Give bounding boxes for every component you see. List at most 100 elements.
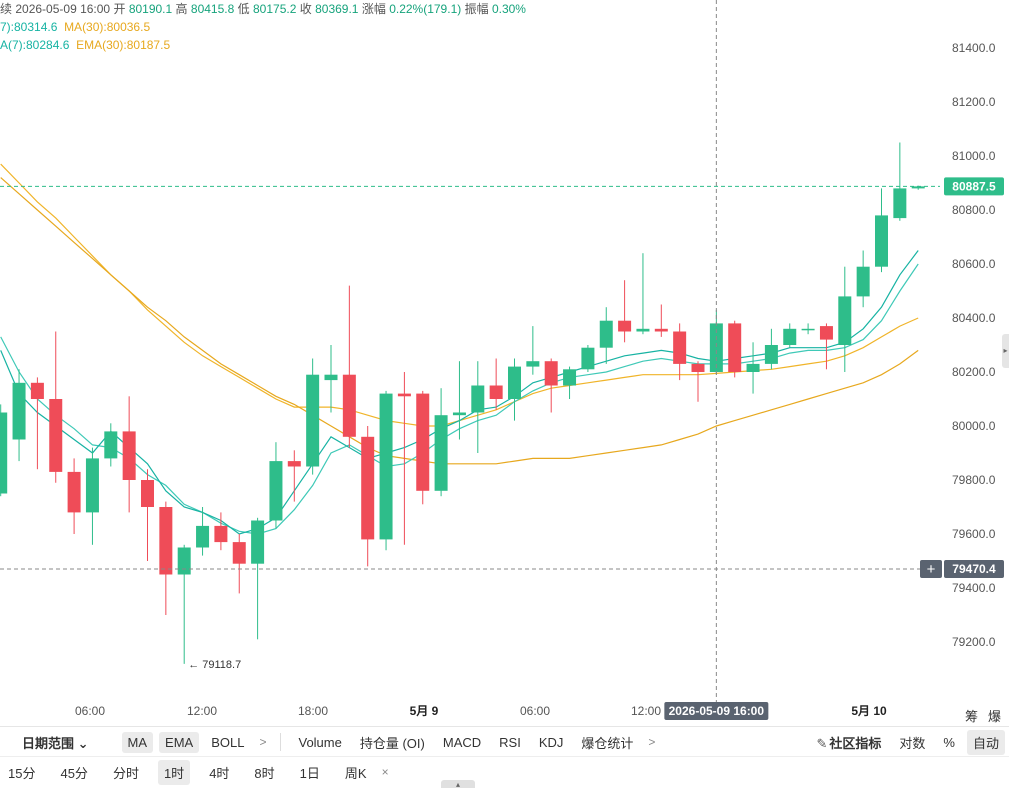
candle-down: [287, 450, 301, 502]
ma-button[interactable]: MA: [121, 731, 154, 753]
candle-up: [856, 250, 870, 308]
current-price-label: 80887.5: [952, 179, 996, 193]
candle-up: [636, 253, 650, 335]
boll-button[interactable]: BOLL: [211, 734, 245, 750]
volume-button[interactable]: Volume: [298, 734, 342, 750]
candle-body: [563, 369, 577, 386]
candle-body: [819, 326, 833, 340]
candle-down: [416, 390, 430, 505]
chevron-right-icon[interactable]: >: [259, 735, 267, 749]
auto-scale-button[interactable]: 自动: [966, 729, 1005, 755]
candle-body: [177, 547, 191, 575]
interval-1h[interactable]: 1时: [157, 759, 191, 785]
candle-body: [49, 399, 63, 472]
price-tick-label: 81400.0: [952, 41, 996, 55]
candle-body: [544, 361, 558, 386]
time-tick-label: 5月 10: [851, 704, 887, 718]
ma30-value: MA(30):80036.5: [64, 20, 151, 34]
candle-body: [141, 480, 154, 507]
candle-body: [875, 215, 888, 267]
candlestick-chart[interactable]: 81400.0 81200.0 81000.0 80800.0 80600.0 80400…: [0, 0, 1009, 726]
candle-down: [489, 358, 503, 410]
kdj-button[interactable]: KDJ: [538, 734, 564, 750]
candle-body: [636, 328, 650, 332]
candle-up: [893, 142, 907, 221]
candle-up: [379, 390, 393, 551]
interval-timeline[interactable]: 分时: [112, 765, 139, 781]
candle-body: [214, 525, 228, 543]
candle-body: [783, 328, 797, 345]
candle-body: [434, 415, 448, 491]
candle-body: [599, 320, 613, 348]
candle-body: [306, 374, 320, 467]
interval-45m[interactable]: 45分: [60, 765, 88, 781]
log-scale-button[interactable]: 对数: [899, 735, 926, 751]
candle-up: [508, 358, 521, 421]
candle-body: [452, 412, 466, 416]
candle-up: [764, 328, 778, 370]
candle-body: [379, 393, 393, 540]
candle-up: [875, 188, 888, 273]
ema-button[interactable]: EMA: [159, 731, 200, 753]
candle-up: [434, 388, 448, 497]
open-interest-button[interactable]: 持仓量 (OI): [359, 735, 425, 751]
candle-up: [563, 366, 577, 399]
divider: [280, 733, 282, 751]
chevron-up-icon: ▴: [455, 780, 460, 789]
close-value: 80369.1: [315, 2, 359, 16]
change-value: 0.22%(179.1): [389, 2, 462, 16]
candle-body: [30, 382, 44, 399]
candle-up: [709, 309, 723, 375]
time-tick-label: 18:00: [298, 704, 328, 718]
date-range-label: 日期范围: [22, 735, 75, 751]
burst-button[interactable]: 爆: [988, 709, 1002, 724]
amplitude-label: 振幅: [464, 2, 489, 16]
indicator-toolbar: 日期范围 ⌄ MA EMA BOLL > Volume 持仓量 (OI) MAC…: [0, 726, 1009, 757]
candle-up: [306, 358, 320, 475]
plus-icon[interactable]: +: [927, 561, 936, 578]
candle-down: [819, 323, 833, 370]
community-indicators-button[interactable]: ✎ 社区指标: [810, 730, 887, 755]
add-alert-button[interactable]: [920, 559, 942, 578]
candle-down: [122, 396, 136, 513]
macd-button[interactable]: MACD: [442, 734, 482, 750]
liquidation-stats-button[interactable]: 爆仓统计: [581, 735, 634, 751]
side-panel-toggle[interactable]: ▸: [1002, 334, 1009, 368]
chevron-down-icon: ⌄: [77, 735, 89, 751]
interval-4h[interactable]: 4时: [209, 765, 230, 781]
candle-up: [526, 326, 540, 375]
rsi-button[interactable]: RSI: [499, 734, 521, 750]
candle-body: [324, 374, 338, 381]
candle-body: [287, 461, 301, 467]
chips-button[interactable]: 筹: [965, 709, 979, 724]
candle-up: [0, 404, 8, 497]
ema-legend: A(7):80284.6 EMA(30):80187.5: [0, 38, 170, 52]
date-range-button[interactable]: 日期范围 ⌄: [16, 730, 95, 755]
price-tick-label: 80400.0: [952, 311, 996, 325]
interval-week[interactable]: 周K: [344, 765, 367, 781]
candle-body: [361, 436, 375, 540]
candle-body: [801, 328, 815, 331]
candle-up: [269, 442, 283, 529]
candle-body: [893, 188, 907, 219]
candle-up: [104, 423, 118, 467]
interval-8h[interactable]: 8时: [254, 765, 275, 781]
time-tick-label: 06:00: [520, 704, 550, 718]
candle-body: [232, 542, 246, 564]
legend-prefix: 续: [0, 2, 13, 16]
candle-body: [0, 412, 8, 494]
candle-up: [783, 323, 797, 348]
candle-body: [342, 374, 356, 437]
price-tick-label: 79400.0: [952, 581, 996, 595]
percent-scale-button[interactable]: %: [943, 734, 955, 750]
candle-up: [838, 266, 852, 372]
interval-1d[interactable]: 1日: [299, 765, 320, 781]
interval-15m[interactable]: 15分: [8, 765, 36, 781]
time-tick-label: 12:00: [187, 704, 217, 718]
resize-handle[interactable]: ▴: [441, 780, 475, 789]
price-tick-label: 80000.0: [952, 419, 996, 433]
chevron-right-icon[interactable]: >: [648, 735, 656, 749]
close-icon[interactable]: ×: [381, 765, 389, 779]
candle-body: [764, 345, 778, 364]
candle-body: [159, 507, 173, 575]
